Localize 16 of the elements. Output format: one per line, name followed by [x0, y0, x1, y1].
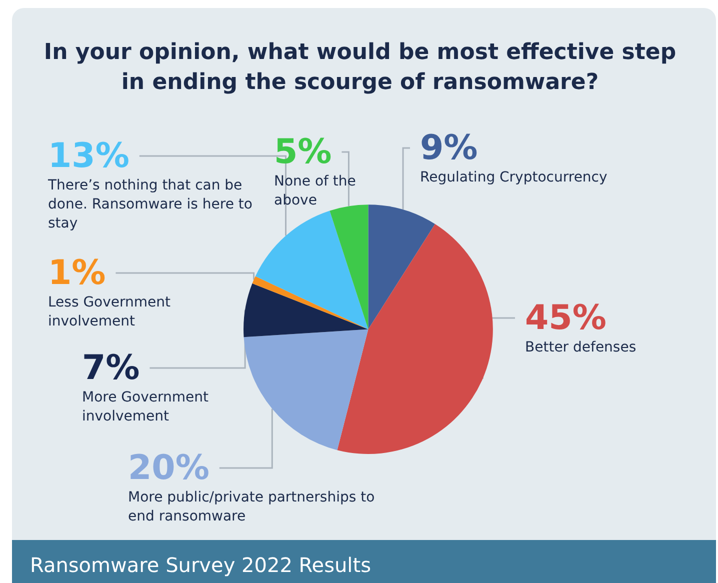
slice-label: More public/private partnerships to end ransomware [128, 490, 375, 524]
text: Ransomware Survey 2022 Results [12, 540, 716, 583]
chart-title: In your opinion, what would be most effective step in ending the scourge of ransomware? [42, 39, 678, 97]
data-label: 13% [48, 136, 130, 176]
data-label: 7% [82, 348, 140, 388]
slice-label: Regulating Cryptocurrency [420, 170, 608, 186]
slice-label: More Government involvement [82, 390, 209, 424]
data-label: 20% [128, 448, 210, 488]
slice-label: None of the above [274, 174, 356, 208]
slice-label: Better defenses [525, 340, 636, 356]
data-label: 9% [420, 128, 478, 168]
slice-label: There’s nothing that can be done. Ransomware is here to stay [47, 178, 252, 232]
data-label: 1% [48, 253, 106, 293]
data-label: 5% [274, 132, 332, 172]
data-label: 45% [525, 298, 606, 338]
slice-label: Less Government involvement [48, 294, 172, 330]
